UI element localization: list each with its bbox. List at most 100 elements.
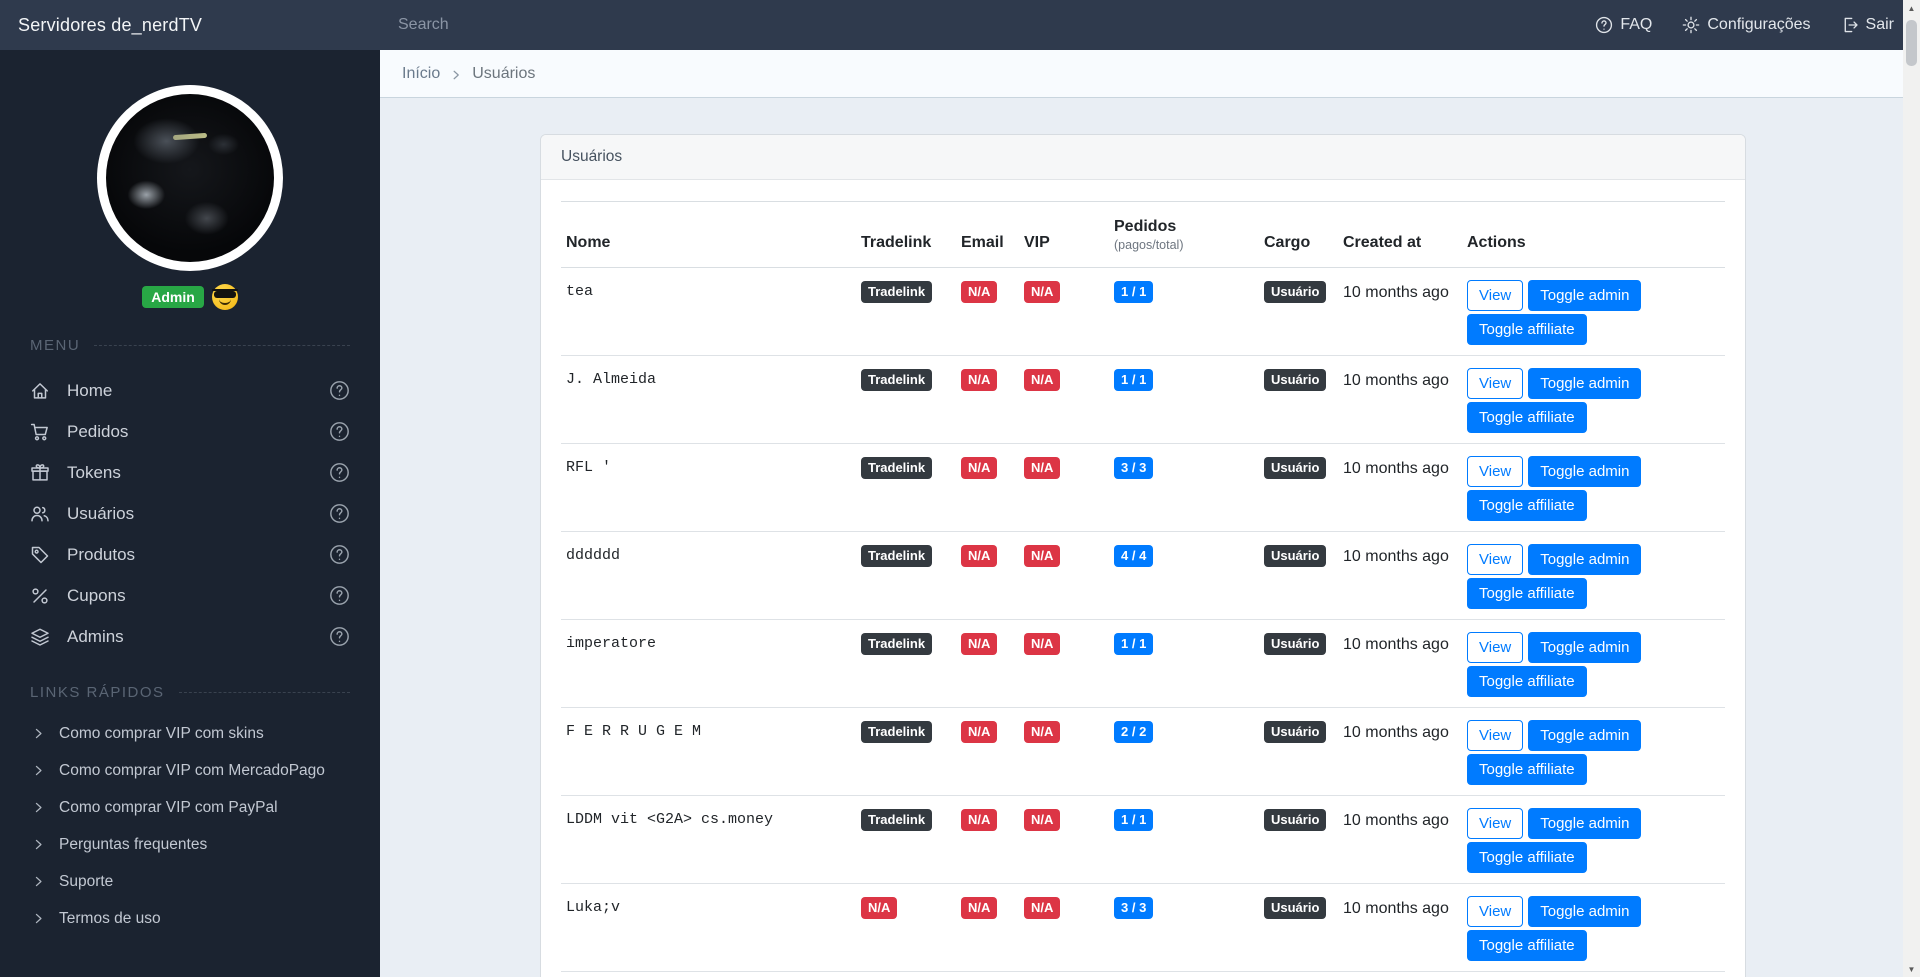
brand-title[interactable]: Servidores de_nerdTV xyxy=(18,14,203,35)
toggle-admin-button[interactable]: Toggle admin xyxy=(1528,896,1642,927)
col-header-pedidos-sub: (pagos/total) xyxy=(1114,238,1184,252)
user-name: J. Almeida xyxy=(566,371,657,388)
question-circle-icon[interactable] xyxy=(329,421,350,442)
dashed-divider xyxy=(94,345,350,346)
question-circle-icon[interactable] xyxy=(329,462,350,483)
view-button[interactable]: View xyxy=(1467,720,1524,751)
toggle-admin-button[interactable]: Toggle admin xyxy=(1528,720,1642,751)
breadcrumb-home-link[interactable]: Início xyxy=(402,64,441,82)
view-button[interactable]: View xyxy=(1467,280,1524,311)
quick-link-perguntas-frequentes[interactable]: Perguntas frequentes xyxy=(0,826,380,863)
toggle-affiliate-button[interactable]: Toggle affiliate xyxy=(1467,490,1587,521)
col-header-actions: Actions xyxy=(1462,201,1725,268)
sidebar-item-produtos[interactable]: Produtos xyxy=(0,534,380,575)
actions-cell: View Toggle admin Toggle affiliate xyxy=(1467,368,1720,433)
avatar-image xyxy=(106,94,274,262)
toggle-admin-button[interactable]: Toggle admin xyxy=(1528,456,1642,487)
user-name: dddddd xyxy=(566,547,621,564)
navbar-links: FAQ Configurações Sair xyxy=(1595,16,1894,34)
quick-link-como-comprar-vip-com-paypal[interactable]: Como comprar VIP com PayPal xyxy=(0,789,380,826)
users-table-body: tea Tradelink N/A N/A 1 / 1 Usuário 10 months … xyxy=(561,267,1725,972)
main-area: Início Usuários Usuários Nome Tradelink … xyxy=(380,50,1920,977)
toggle-admin-button[interactable]: Toggle admin xyxy=(1528,808,1642,839)
tradelink-badge[interactable]: Tradelink xyxy=(861,633,933,656)
created-at: 10 months ago xyxy=(1343,548,1449,565)
table-row: J. Almeida Tradelink N/A N/A 1 / 1 Usuário 10 … xyxy=(561,355,1725,444)
email-badge: N/A xyxy=(961,369,998,392)
navbar-search xyxy=(398,0,658,50)
card-body: Nome Tradelink Email VIP Pedidos (pagos/t… xyxy=(541,180,1745,972)
toggle-affiliate-button[interactable]: Toggle affiliate xyxy=(1467,754,1587,785)
settings-nav-link[interactable]: Configurações xyxy=(1682,16,1811,34)
toggle-affiliate-button[interactable]: Toggle affiliate xyxy=(1467,314,1587,345)
tradelink-badge[interactable]: Tradelink xyxy=(861,457,933,480)
tradelink-badge[interactable]: Tradelink xyxy=(861,809,933,832)
question-circle-icon[interactable] xyxy=(329,503,350,524)
quick-link-como-comprar-vip-com-skins[interactable]: Como comprar VIP com skins xyxy=(0,715,380,752)
toggle-affiliate-button[interactable]: Toggle affiliate xyxy=(1467,930,1587,961)
question-circle-icon[interactable] xyxy=(329,380,350,401)
vertical-scrollbar[interactable]: ▲ ▼ xyxy=(1903,0,1920,977)
gear-icon xyxy=(1682,16,1700,34)
logout-nav-link[interactable]: Sair xyxy=(1841,16,1894,34)
tradelink-badge[interactable]: Tradelink xyxy=(861,369,933,392)
tradelink-badge[interactable]: Tradelink xyxy=(861,281,933,304)
sidebar-item-admins[interactable]: Admins xyxy=(0,616,380,657)
home-icon xyxy=(30,381,50,401)
toggle-affiliate-button[interactable]: Toggle affiliate xyxy=(1467,842,1587,873)
quick-link-termos-de-uso[interactable]: Termos de uso xyxy=(0,900,380,937)
sidebar-item-home[interactable]: Home xyxy=(0,370,380,411)
view-button[interactable]: View xyxy=(1467,896,1524,927)
question-circle-icon[interactable] xyxy=(329,626,350,647)
tradelink-badge[interactable]: Tradelink xyxy=(861,721,933,744)
vip-badge: N/A xyxy=(1024,633,1061,656)
toggle-affiliate-button[interactable]: Toggle affiliate xyxy=(1467,666,1587,697)
view-button[interactable]: View xyxy=(1467,544,1524,575)
menu-item-label: Home xyxy=(67,380,113,400)
cart-icon xyxy=(30,422,50,442)
cargo-badge: Usuário xyxy=(1264,809,1327,832)
chevron-right-icon xyxy=(450,69,462,81)
faq-nav-link[interactable]: FAQ xyxy=(1595,16,1652,34)
view-button[interactable]: View xyxy=(1467,368,1524,399)
quick-link-suporte[interactable]: Suporte xyxy=(0,863,380,900)
toggle-admin-button[interactable]: Toggle admin xyxy=(1528,368,1642,399)
quick-link-como-comprar-vip-com-mercadopago[interactable]: Como comprar VIP com MercadoPago xyxy=(0,752,380,789)
scroll-down-arrow[interactable]: ▼ xyxy=(1907,964,1916,974)
tradelink-badge[interactable]: Tradelink xyxy=(861,545,933,568)
breadcrumb: Início Usuários xyxy=(380,50,1920,98)
col-header-created: Created at xyxy=(1338,201,1462,268)
vip-badge: N/A xyxy=(1024,721,1061,744)
view-button[interactable]: View xyxy=(1467,456,1524,487)
users-table: Nome Tradelink Email VIP Pedidos (pagos/t… xyxy=(561,201,1725,972)
sidebar: Admin MENU Home Pedidos Tokens Usuários Prod… xyxy=(0,50,380,977)
scroll-up-arrow[interactable]: ▲ xyxy=(1907,3,1916,13)
view-button[interactable]: View xyxy=(1467,632,1524,663)
question-circle-icon[interactable] xyxy=(329,544,350,565)
pedidos-badge: 1 / 1 xyxy=(1114,809,1154,832)
toggle-admin-button[interactable]: Toggle admin xyxy=(1528,280,1642,311)
pedidos-badge: 1 / 1 xyxy=(1114,633,1154,656)
sidebar-item-pedidos[interactable]: Pedidos xyxy=(0,411,380,452)
toggle-admin-button[interactable]: Toggle admin xyxy=(1528,544,1642,575)
cargo-badge: Usuário xyxy=(1264,721,1327,744)
sidebar-item-tokens[interactable]: Tokens xyxy=(0,452,380,493)
toggle-affiliate-button[interactable]: Toggle affiliate xyxy=(1467,402,1587,433)
question-circle-icon[interactable] xyxy=(329,585,350,606)
toggle-affiliate-button[interactable]: Toggle affiliate xyxy=(1467,578,1587,609)
view-button[interactable]: View xyxy=(1467,808,1524,839)
quick-links-section-heading: LINKS RÁPIDOS xyxy=(30,684,350,701)
faq-nav-link-label: FAQ xyxy=(1620,16,1653,33)
table-row: F E R R U G E M Tradelink N/A N/A 2 / 2 Usuár… xyxy=(561,707,1725,796)
scrollbar-thumb[interactable] xyxy=(1906,20,1917,66)
table-row: dddddd Tradelink N/A N/A 4 / 4 Usuário 10 mont… xyxy=(561,531,1725,620)
search-input[interactable] xyxy=(398,16,658,34)
table-row: tea Tradelink N/A N/A 1 / 1 Usuário 10 months … xyxy=(561,267,1725,356)
user-name: LDDM vit <G2A> cs.money xyxy=(566,811,774,828)
pedidos-badge: 1 / 1 xyxy=(1114,281,1154,304)
user-name: RFL ' xyxy=(566,459,612,476)
toggle-admin-button[interactable]: Toggle admin xyxy=(1528,632,1642,663)
sidebar-item-usu-rios[interactable]: Usuários xyxy=(0,493,380,534)
sidebar-item-cupons[interactable]: Cupons xyxy=(0,575,380,616)
col-header-vip: VIP xyxy=(1019,201,1109,268)
